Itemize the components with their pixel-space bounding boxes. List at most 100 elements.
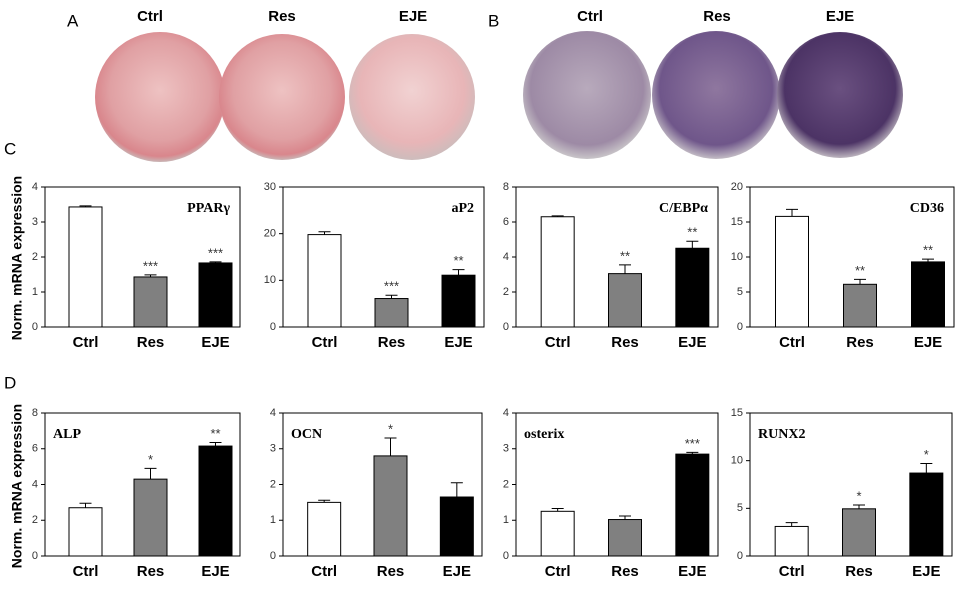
plate-label: Res — [268, 8, 296, 25]
plot-frame — [515, 412, 719, 557]
bar — [198, 262, 233, 328]
error-bar — [619, 264, 631, 274]
significance: * — [388, 421, 393, 436]
panel-label: C — [4, 139, 16, 158]
plate-label: Res — [703, 8, 731, 25]
significance: *** — [685, 436, 700, 451]
chart-title: PPARγ — [187, 201, 230, 216]
error-bar — [551, 507, 564, 512]
significance: *** — [143, 258, 158, 273]
y-tick-label: 2 — [503, 286, 509, 298]
y-tick-label: 1 — [270, 514, 276, 526]
plot-frame — [515, 186, 719, 328]
bar — [911, 261, 945, 328]
x-tick-label: Ctrl — [311, 563, 337, 580]
x-tick-label: Ctrl — [779, 334, 805, 351]
y-tick-label: 2 — [503, 478, 509, 490]
significance: ** — [855, 263, 865, 278]
error-bar — [209, 261, 222, 263]
error-bar — [619, 515, 631, 520]
x-tick-label: EJE — [912, 563, 940, 580]
error-bar — [385, 294, 398, 299]
y-tick-label: 15 — [731, 407, 743, 419]
error-bar — [450, 482, 463, 498]
y-tick-label: 30 — [264, 181, 276, 193]
x-tick-label: EJE — [201, 563, 229, 580]
y-tick-label: 0 — [737, 550, 743, 562]
error-bar — [551, 215, 564, 217]
plate-label: Ctrl — [137, 8, 163, 25]
error-bar — [318, 231, 331, 235]
plate — [219, 34, 345, 160]
error-bar — [786, 208, 798, 217]
plate-images — [95, 31, 903, 162]
bar — [675, 453, 710, 557]
plot-frame — [282, 186, 485, 328]
error-bar — [209, 441, 222, 447]
x-tick-label: Ctrl — [779, 563, 805, 580]
error-bar — [853, 504, 865, 509]
y-tick-label: 8 — [503, 181, 509, 193]
significance: ** — [620, 248, 630, 263]
error-bar — [384, 437, 397, 456]
significance: * — [924, 447, 929, 462]
y-tick-label: 10 — [264, 274, 276, 286]
chart-title: RUNX2 — [758, 427, 805, 442]
error-bar — [318, 499, 331, 503]
x-tick-label: EJE — [678, 563, 706, 580]
plate-label: EJE — [826, 8, 854, 25]
x-tick-label: Ctrl — [545, 334, 571, 351]
plate-label: Ctrl — [577, 8, 603, 25]
bar — [68, 507, 103, 557]
error-bar — [144, 467, 157, 480]
panel-label: A — [67, 11, 79, 30]
x-tick-label: Res — [611, 334, 639, 351]
y-axis-label: Norm. mRNA expression — [9, 404, 25, 568]
plot-frame — [282, 412, 483, 557]
y-tick-label: 0 — [32, 550, 38, 562]
y-tick-label: 6 — [503, 216, 509, 228]
error-bar — [922, 258, 934, 262]
bar — [198, 445, 233, 557]
plate-label: EJE — [399, 8, 427, 25]
plot-frame — [44, 186, 241, 328]
bar — [133, 478, 168, 557]
bar — [133, 276, 168, 328]
y-tick-label: 15 — [731, 216, 743, 228]
y-tick-label: 0 — [270, 321, 276, 333]
plot-frame — [749, 412, 953, 557]
y-tick-label: 4 — [503, 407, 509, 419]
bar — [540, 216, 575, 328]
y-tick-label: 0 — [32, 321, 38, 333]
x-tick-label: Ctrl — [545, 563, 571, 580]
y-tick-label: 4 — [32, 181, 38, 193]
x-tick-label: Ctrl — [73, 334, 99, 351]
x-tick-label: EJE — [444, 334, 472, 351]
significance: ** — [687, 225, 697, 240]
significance: ** — [453, 253, 463, 268]
plot-frame — [44, 412, 241, 557]
x-tick-label: Res — [845, 563, 873, 580]
plate — [349, 34, 475, 160]
x-tick-label: EJE — [678, 334, 706, 351]
x-tick-label: Res — [377, 563, 405, 580]
bar — [843, 283, 877, 328]
bar — [540, 510, 575, 557]
bar — [774, 525, 809, 557]
y-tick-label: 6 — [32, 443, 38, 455]
y-tick-label: 20 — [264, 228, 276, 240]
x-tick-label: Res — [611, 563, 639, 580]
x-tick-label: Ctrl — [312, 334, 338, 351]
y-tick-label: 3 — [32, 216, 38, 228]
x-tick-label: EJE — [443, 563, 471, 580]
chart-title: aP2 — [451, 201, 474, 216]
y-tick-label: 0 — [737, 321, 743, 333]
y-tick-label: 4 — [32, 478, 38, 490]
error-bar — [686, 451, 699, 455]
y-tick-label: 4 — [503, 251, 509, 263]
y-axis-label: Norm. mRNA expression — [9, 176, 25, 340]
bar — [439, 496, 474, 557]
significance: *** — [384, 279, 399, 294]
x-tick-label: Ctrl — [73, 563, 99, 580]
